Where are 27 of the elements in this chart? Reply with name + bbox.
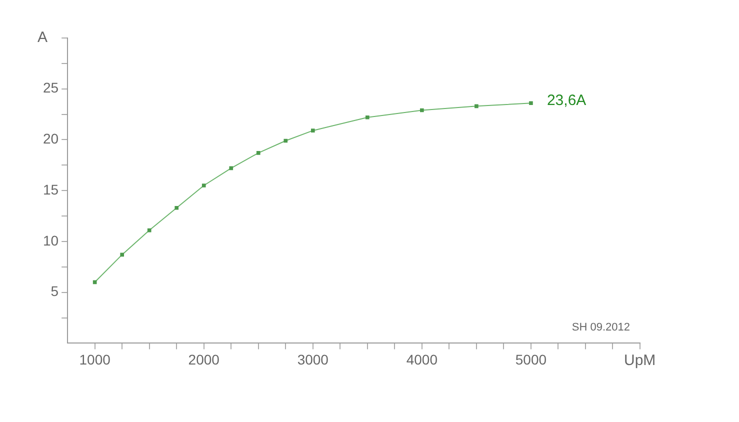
point xyxy=(420,108,424,112)
annotation: 23,6A xyxy=(546,92,586,110)
point xyxy=(202,184,206,188)
point xyxy=(284,138,288,143)
x-axis-title: UpM xyxy=(624,352,656,369)
point xyxy=(529,101,533,106)
x-tick-label: 3000 xyxy=(297,351,329,368)
point xyxy=(366,115,370,120)
y-tick-label: 5 xyxy=(50,283,59,300)
point xyxy=(256,151,260,155)
y-tick-label: 15 xyxy=(42,181,59,198)
x-tick-label: 2000 xyxy=(188,351,220,368)
y-axis-title: A xyxy=(38,29,48,46)
y-tick-label: 20 xyxy=(42,130,59,147)
y-tick-label: 10 xyxy=(42,232,59,248)
point xyxy=(120,252,124,257)
point xyxy=(310,128,315,132)
point xyxy=(229,166,234,170)
x-tick-label: 1000 xyxy=(79,351,111,368)
x-tick-label: 4000 xyxy=(406,351,438,368)
annotation: SH 09.2012 xyxy=(572,322,630,334)
point xyxy=(147,228,152,232)
y-tick-label: 25 xyxy=(42,80,59,96)
x-tick-label: 5000 xyxy=(515,351,547,368)
point xyxy=(474,104,478,108)
point xyxy=(174,206,179,210)
point xyxy=(92,280,97,284)
